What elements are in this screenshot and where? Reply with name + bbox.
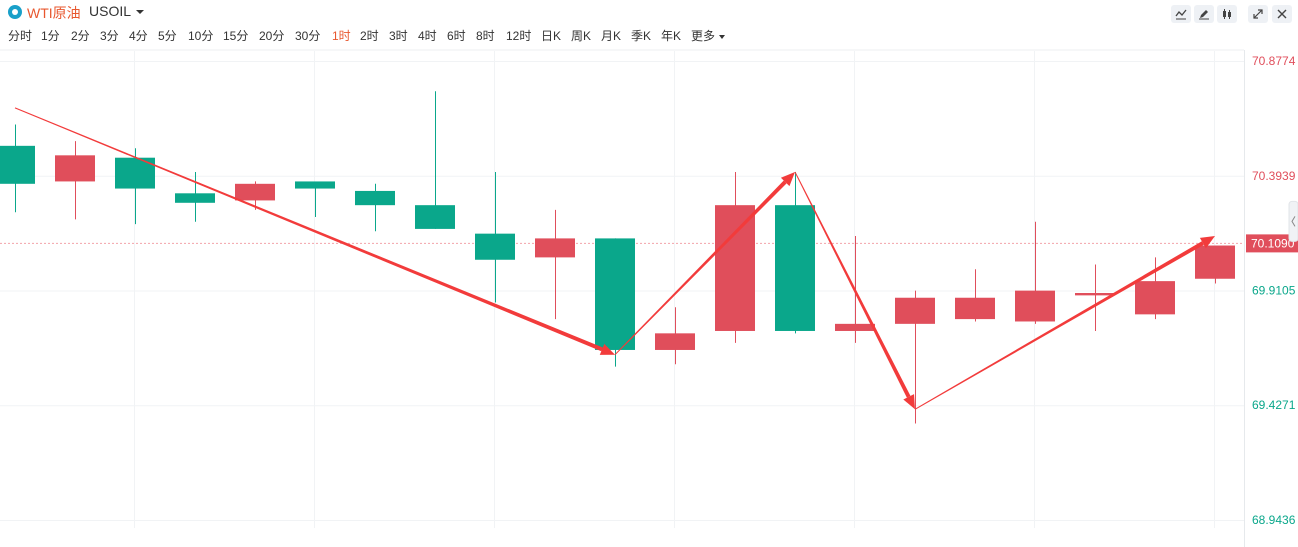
- candle-body[interactable]: [895, 297, 935, 324]
- panel-collapse-handle[interactable]: [1288, 200, 1298, 242]
- candle-body[interactable]: [475, 233, 515, 260]
- trend-arrow-head: [1199, 236, 1215, 249]
- price-axis-tick-label: 70.8774: [1252, 54, 1296, 68]
- interval-tab[interactable]: 月K: [601, 29, 622, 43]
- candle-body[interactable]: [1195, 245, 1235, 279]
- interval-tab[interactable]: 8时: [476, 29, 495, 43]
- price-axis-tick-label: 68.9436: [1252, 513, 1296, 527]
- candle-body[interactable]: [955, 297, 995, 320]
- interval-tab[interactable]: 2时: [360, 29, 379, 43]
- chevron-left-icon: [1291, 216, 1296, 227]
- trend-arrow-head: [780, 171, 795, 187]
- current-price-label: 70.1090: [1251, 236, 1295, 250]
- interval-selector: 分时 1分 2分 3分 4分 5分 10分 15分 20分 30分 1时 2时 3时 4时 6时 8时 12时日…: [0, 27, 900, 45]
- interval-tab[interactable]: 2分: [71, 29, 90, 43]
- current-price-badge: [1246, 234, 1298, 253]
- instrument-logo-icon: [8, 5, 22, 19]
- candle-body[interactable]: [835, 323, 875, 331]
- price-axis-tick-label: 69.4271: [1252, 398, 1296, 412]
- draw-tool-button[interactable]: [1194, 5, 1214, 23]
- symbol-dropdown-icon[interactable]: [136, 10, 144, 14]
- interval-tab[interactable]: 年K: [661, 29, 682, 43]
- close-icon: [1277, 9, 1287, 19]
- interval-tab[interactable]: 周K: [571, 29, 592, 43]
- candle-body[interactable]: [535, 238, 575, 258]
- trend-arrow-shaft: [614, 180, 787, 356]
- instrument-symbol[interactable]: USOIL: [89, 3, 132, 19]
- interval-tab[interactable]: 日K: [541, 29, 562, 43]
- candle-body[interactable]: [415, 205, 455, 229]
- trend-arrow-shaft: [14, 107, 603, 352]
- candle-body[interactable]: [775, 205, 815, 331]
- trend-arrow-shaft: [914, 241, 1204, 410]
- candle-body[interactable]: [1075, 292, 1115, 296]
- candle-body[interactable]: [655, 333, 695, 350]
- candle-body[interactable]: [295, 181, 335, 189]
- candle-body[interactable]: [175, 193, 215, 203]
- interval-tab[interactable]: 10分: [188, 29, 214, 43]
- candle-body[interactable]: [595, 238, 635, 350]
- expand-icon: [1253, 9, 1263, 19]
- interval-tab[interactable]: 15分: [223, 29, 249, 43]
- fullscreen-button[interactable]: [1248, 5, 1268, 23]
- candle-style-button[interactable]: [1217, 5, 1237, 23]
- more-dropdown-icon[interactable]: [719, 35, 725, 39]
- interval-tab[interactable]: 4分: [129, 29, 148, 43]
- interval-tab[interactable]: 3时: [389, 29, 408, 43]
- candle-body[interactable]: [55, 155, 95, 182]
- close-button[interactable]: [1272, 5, 1292, 23]
- pencil-icon: [1199, 10, 1209, 20]
- price-axis-tick-label: 69.9105: [1252, 284, 1296, 298]
- interval-tab[interactable]: 4时: [418, 29, 437, 43]
- interval-tab[interactable]: 20分: [259, 29, 285, 43]
- interval-tab[interactable]: 5分: [158, 29, 177, 43]
- interval-tab[interactable]: 分时: [8, 29, 33, 43]
- line-tool-icon: [1175, 9, 1187, 20]
- interval-tab[interactable]: 季K: [631, 29, 652, 43]
- interval-tab[interactable]: 1时: [332, 29, 351, 43]
- trend-arrow-shaft: [794, 171, 911, 398]
- interval-tab[interactable]: 12时: [506, 29, 532, 43]
- interval-tab[interactable]: 30分: [295, 29, 321, 43]
- candlestick-icon: [1223, 9, 1231, 19]
- chart-header: WTI原油 USOIL: [0, 0, 1298, 24]
- interval-tab[interactable]: 3分: [100, 29, 119, 43]
- candle-body[interactable]: [1135, 281, 1175, 315]
- candle-body[interactable]: [715, 205, 755, 331]
- instrument-title[interactable]: WTI原油: [27, 5, 81, 21]
- candle-body[interactable]: [355, 190, 395, 206]
- trend-arrow-head: [599, 343, 615, 355]
- interval-tab[interactable]: 更多: [691, 29, 716, 43]
- line-tool-button[interactable]: [1171, 5, 1191, 23]
- trend-arrow-head: [903, 394, 915, 410]
- interval-tab[interactable]: 6时: [447, 29, 466, 43]
- candle-body[interactable]: [1015, 290, 1055, 322]
- candle-body[interactable]: [235, 183, 275, 201]
- price-axis-tick-label: 70.3939: [1252, 169, 1296, 183]
- candle-body[interactable]: [0, 145, 35, 184]
- interval-tab[interactable]: 1分: [41, 29, 60, 43]
